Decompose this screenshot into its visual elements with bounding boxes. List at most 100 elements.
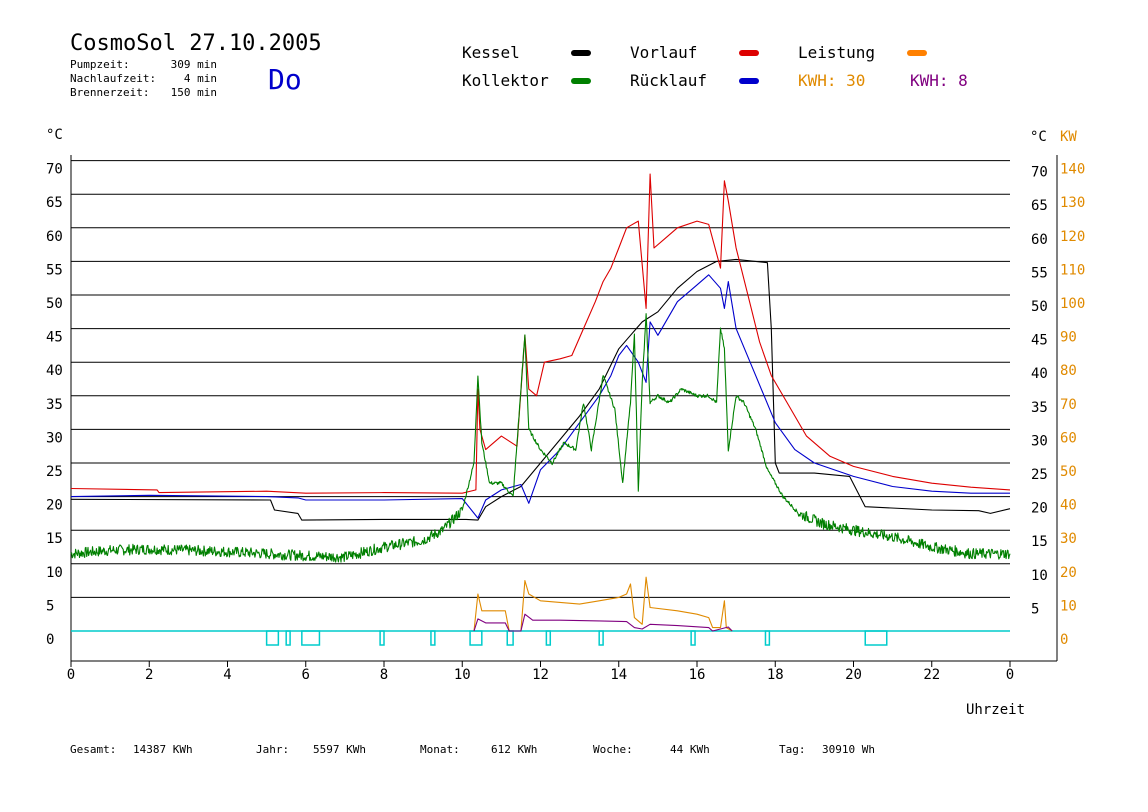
x-tick-label: 18	[767, 667, 784, 683]
kwh-label: KWH: 8	[910, 71, 968, 90]
legend: Kessel Vorlauf Leistung Kollektor Rücklauf KW…	[462, 43, 968, 90]
day-label: Do	[268, 63, 302, 96]
pump-on-segment	[265, 630, 280, 646]
info-block: Pumpzeit: 309 min Nachlaufzeit: 4 min Brenne…	[70, 58, 217, 99]
y-axis-unit-right-power: KW	[1060, 129, 1077, 145]
x-tick-label: 0	[1006, 667, 1014, 683]
y-tick-right-power: 80	[1060, 363, 1077, 379]
y-tick-right-power: 100	[1060, 296, 1085, 312]
x-tick-label: 10	[454, 667, 471, 683]
y-tick-right-power: 120	[1060, 229, 1085, 245]
x-tick-label: 16	[689, 667, 706, 683]
y-tick-right-temp: 60	[1031, 232, 1048, 248]
y-tick-right-power: 0	[1060, 632, 1068, 648]
pump-on-segment	[379, 630, 385, 646]
y-tick-right-power: 140	[1060, 162, 1085, 178]
series-lines	[70, 173, 1011, 632]
y-tick-right-temp: 5	[1031, 601, 1039, 617]
info-value: 4 min	[184, 72, 217, 85]
footer-value: 30910 Wh	[822, 743, 875, 756]
info-value: 309 min	[171, 58, 217, 71]
x-tick-label: 0	[67, 667, 75, 683]
y-tick-right-power: 70	[1060, 397, 1077, 413]
footer-label: Gesamt:	[70, 743, 116, 756]
y-tick-left: 0	[46, 632, 54, 648]
y-tick-right-temp: 20	[1031, 501, 1048, 517]
x-tick-label: 4	[223, 667, 231, 683]
y-tick-right-temp: 10	[1031, 568, 1048, 584]
y-tick-right-power: 110	[1060, 262, 1085, 278]
y-tick-right-temp: 15	[1031, 534, 1048, 550]
y-tick-right-temp: 25	[1031, 467, 1048, 483]
legend-label: Vorlauf	[630, 43, 697, 62]
y-tick-left: 25	[46, 464, 63, 480]
series-line-r-cklauf	[70, 274, 1010, 519]
y-tick-right-power: 40	[1060, 498, 1077, 514]
y-tick-left: 5	[46, 598, 54, 614]
y-tick-right-temp: 55	[1031, 265, 1048, 281]
y-tick-right-power: 10	[1060, 598, 1077, 614]
series-line-leistung-2	[473, 613, 733, 632]
y-tick-left: 30	[46, 430, 63, 446]
x-tick-label: 14	[610, 667, 627, 683]
info-label: Pumpzeit:	[70, 58, 130, 71]
series-line-vorlauf	[70, 173, 1011, 494]
info-label: Nachlaufzeit:	[70, 72, 156, 85]
pump-on-segment	[430, 630, 436, 646]
y-tick-right-temp: 70	[1031, 165, 1048, 181]
footer-label: Monat:	[420, 743, 460, 756]
y-axis-unit-right-temp: °C	[1030, 129, 1047, 145]
y-tick-right-temp: 50	[1031, 299, 1048, 315]
y-axis-unit-left: °C	[46, 127, 63, 143]
y-tick-right-temp: 65	[1031, 198, 1048, 214]
y-tick-left: 50	[46, 296, 63, 312]
footer-value: 14387 KWh	[133, 743, 193, 756]
info-value: 150 min	[171, 86, 217, 99]
y-tick-right-temp: 40	[1031, 366, 1048, 382]
x-tick-label: 12	[532, 667, 549, 683]
y-tick-right-power: 20	[1060, 565, 1077, 581]
series-line-kollektor	[70, 313, 1011, 563]
y-tick-left: 20	[46, 498, 63, 514]
y-tick-left: 60	[46, 229, 63, 245]
pump-on-segment	[506, 630, 514, 646]
y-tick-right-power: 130	[1060, 195, 1085, 211]
x-axis-label: Uhrzeit	[966, 702, 1025, 718]
pump-on-segment	[864, 630, 888, 646]
pump-on-segment	[690, 630, 696, 646]
legend-label: Rücklauf	[630, 71, 707, 90]
y-tick-right-temp: 35	[1031, 400, 1048, 416]
y-tick-left: 35	[46, 397, 63, 413]
y-tick-left: 55	[46, 262, 63, 278]
y-tick-labels: 0 5 10 15 20 25 30 35 40 45 50 55 60 65 70 5 10 15 20 25 30 3…	[46, 162, 1085, 648]
y-tick-left: 15	[46, 531, 63, 547]
footer-value: 5597 KWh	[313, 743, 366, 756]
x-tick-label: 20	[845, 667, 862, 683]
pump-on-segment	[285, 630, 291, 646]
pump-on-segment	[301, 630, 321, 646]
y-tick-right-temp: 30	[1031, 433, 1048, 449]
x-axis: 0 2 4 6 8 10 12 14 16 18 20 22 0	[67, 661, 1014, 683]
footer-label: Jahr:	[256, 743, 289, 756]
pump-on-segment	[764, 630, 771, 646]
y-tick-left: 65	[46, 195, 63, 211]
series-line-leistung	[473, 576, 733, 632]
y-tick-left: 45	[46, 330, 63, 346]
x-tick-label: 22	[923, 667, 940, 683]
info-label: Brennerzeit:	[70, 86, 149, 99]
footer-value: 612 KWh	[491, 743, 537, 756]
y-tick-right-power: 60	[1060, 430, 1077, 446]
legend-label: Kessel	[462, 43, 520, 62]
y-tick-right-temp: 45	[1031, 333, 1048, 349]
y-tick-left: 40	[46, 363, 63, 379]
footer-label: Tag:	[779, 743, 806, 756]
grid-lines	[70, 155, 1058, 662]
legend-label: Leistung	[798, 43, 875, 62]
y-tick-left: 10	[46, 565, 63, 581]
footer-label: Woche:	[593, 743, 633, 756]
x-tick-label: 8	[380, 667, 388, 683]
pump-on-segment	[598, 630, 604, 646]
footer-totals: Gesamt: 14387 KWh Jahr: 5597 KWh Monat: 612 K…	[70, 743, 875, 756]
y-tick-right-power: 50	[1060, 464, 1077, 480]
